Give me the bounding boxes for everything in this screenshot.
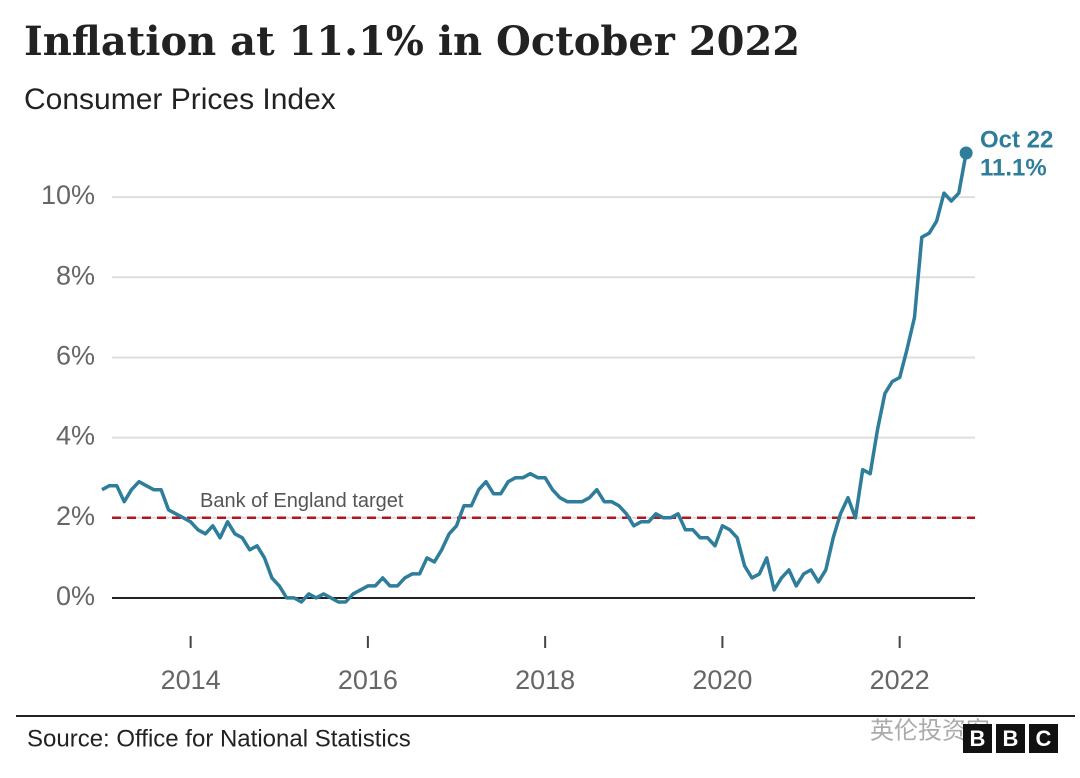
y-tick-label: 4%	[56, 421, 95, 451]
logo-box	[1029, 724, 1058, 753]
logo-box	[963, 724, 992, 753]
x-tick-label: 2016	[338, 665, 398, 695]
x-tick-label: 2018	[515, 665, 575, 695]
chart-subtitle: Consumer Prices Index	[24, 83, 336, 116]
y-tick-label: 6%	[56, 341, 95, 371]
end-dot	[959, 146, 973, 160]
x-tick-label: 2020	[692, 665, 752, 695]
cpi-line	[101, 152, 968, 604]
logo-box	[996, 724, 1025, 753]
end-date-label: Oct 22	[980, 126, 1053, 153]
y-tick-label: 2%	[56, 501, 95, 531]
y-tick-label: 8%	[56, 260, 95, 290]
y-tick-label: 0%	[56, 581, 95, 611]
end-value-label: 11.1%	[980, 154, 1047, 181]
y-tick-label: 10%	[41, 180, 95, 210]
logo-letter: B	[1003, 726, 1019, 751]
chart-title: Inflation at 11.1% in October 2022	[24, 18, 800, 65]
x-tick-label: 2022	[870, 665, 930, 695]
source: Source: Office for National Statistics	[27, 725, 411, 752]
logo-letter: C	[1036, 726, 1052, 751]
x-tick-label: 2014	[161, 665, 221, 695]
target-label: Bank of England target	[200, 490, 404, 512]
logo-letter: B	[970, 726, 986, 751]
